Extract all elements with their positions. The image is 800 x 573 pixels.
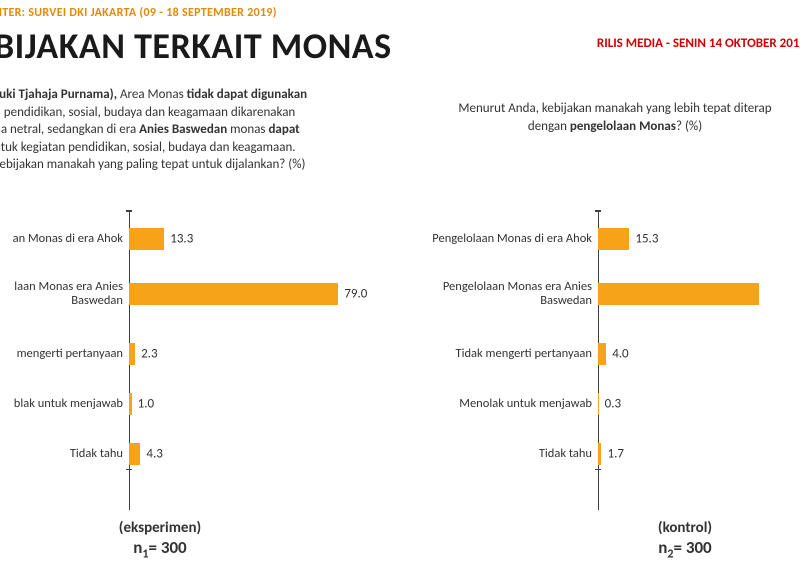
- bar: [598, 443, 601, 465]
- left-question-description: suki Tjahaja Purnama), Area Monas tidak …: [0, 86, 374, 174]
- left-bar-chart: an Monas di era Ahok 13.3 laan Monas era A…: [0, 210, 394, 510]
- left-footer-n: n1= 300: [70, 537, 250, 561]
- bar: [129, 283, 338, 305]
- chart-row: Pengelolaan Monas di era Ahok 15.3: [408, 220, 800, 258]
- bar-label: laan Monas era Anies Baswedan: [0, 280, 129, 309]
- bar-value: 2.3: [141, 347, 157, 362]
- bar-value: 13.3: [170, 232, 193, 247]
- media-release-line: RILIS MEDIA - SENIN 14 OKTOBER 2019: [597, 36, 800, 51]
- bar-value: 4.0: [612, 347, 628, 362]
- bar-label: Tidak mengerti pertanyaan: [408, 347, 598, 361]
- bar-label: Pengelolaan Monas era Anies Baswedan: [408, 280, 598, 309]
- bar: [598, 283, 759, 305]
- bar-value: 1.7: [607, 447, 623, 462]
- chart-row: Tidak tahu 4.3: [0, 435, 394, 473]
- bar-value: 1.0: [138, 397, 154, 412]
- bar-value: 15.3: [635, 232, 658, 247]
- bar-value: 79.0: [344, 287, 367, 302]
- bar: [598, 393, 599, 415]
- survey-source-line: NTER: SURVEI DKI JAKARTA (09 - 18 SEPTEM…: [0, 6, 277, 20]
- bar-label: mengerti pertanyaan: [0, 347, 129, 361]
- chart-row: Tidak mengerti pertanyaan 4.0: [408, 335, 800, 373]
- page-title: BIJAKAN TERKAIT MONAS: [0, 24, 392, 68]
- bar-label: an Monas di era Ahok: [0, 232, 129, 246]
- bar-label: blak untuk menjawab: [0, 397, 129, 411]
- left-footer-label: (eksperimen): [70, 519, 250, 537]
- bar: [129, 343, 135, 365]
- bar: [598, 343, 606, 365]
- chart-row: mengerti pertanyaan 2.3: [0, 335, 394, 373]
- right-question-description: Menurut Anda, kebijakan manakah yang leb…: [440, 100, 790, 135]
- bar: [129, 393, 132, 415]
- bar-label: Menolak untuk menjawab: [408, 397, 598, 411]
- bar-value: 4.3: [146, 447, 162, 462]
- bar-value: 0.3: [605, 397, 621, 412]
- right-bar-chart: Pengelolaan Monas di era Ahok15.3Pengelo…: [408, 210, 800, 510]
- chart-row: Tidak tahu 1.7: [408, 435, 800, 473]
- chart-row: an Monas di era Ahok 13.3: [0, 220, 394, 258]
- bar-label: Tidak tahu: [0, 447, 129, 461]
- bar: [129, 443, 140, 465]
- chart-row: laan Monas era Anies Baswedan 79.0: [0, 275, 394, 313]
- right-footer-label: (kontrol): [595, 519, 775, 537]
- right-footer-n: n2= 300: [595, 537, 775, 561]
- bar: [129, 228, 164, 250]
- chart-row: Pengelolaan Monas era Anies Baswedan: [408, 275, 800, 313]
- bar: [598, 228, 629, 250]
- chart-row: blak untuk menjawab 1.0: [0, 385, 394, 423]
- bar-label: Tidak tahu: [408, 447, 598, 461]
- chart-row: Menolak untuk menjawab 0.3: [408, 385, 800, 423]
- bar-label: Pengelolaan Monas di era Ahok: [408, 232, 598, 246]
